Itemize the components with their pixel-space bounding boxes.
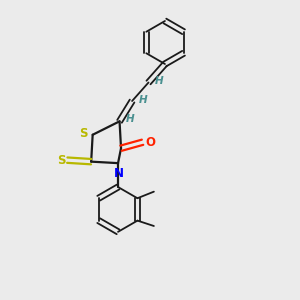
Text: O: O [145,136,155,149]
Text: N: N [114,167,124,180]
Text: S: S [57,154,66,167]
Text: S: S [79,127,87,140]
Text: H: H [126,114,135,124]
Text: H: H [155,76,164,86]
Text: H: H [139,94,147,104]
